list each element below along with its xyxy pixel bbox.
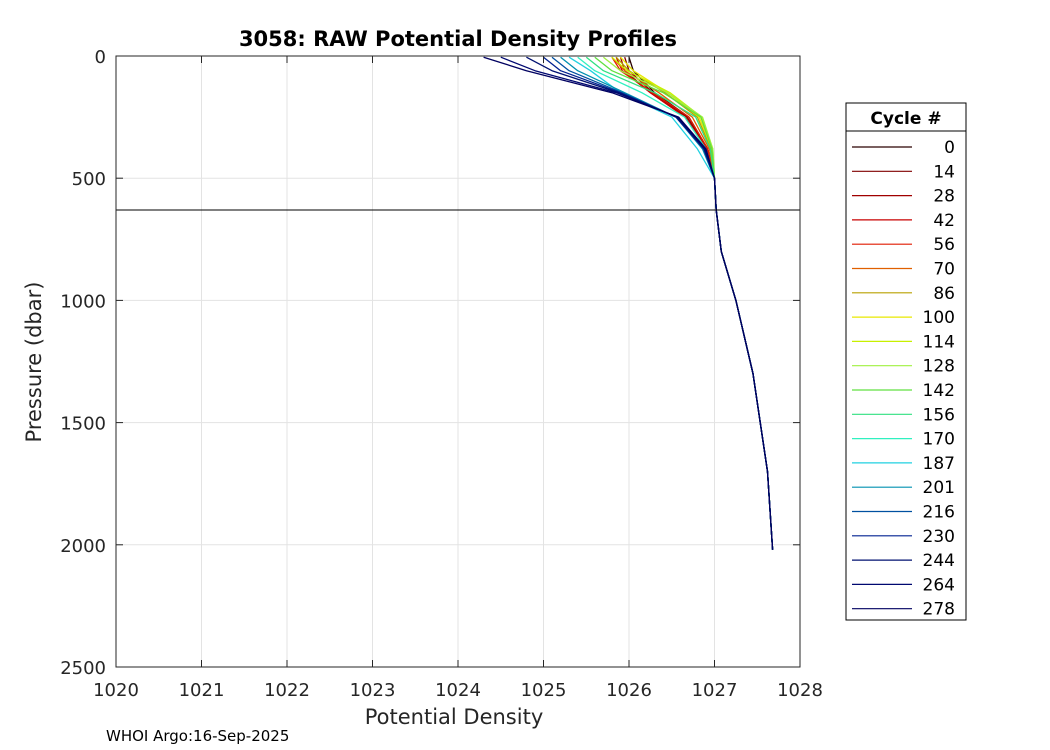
legend-label: 0: [944, 138, 955, 158]
x-tick-label: 1020: [93, 680, 139, 701]
x-tick-label: 1025: [521, 680, 567, 701]
legend: Cycle # 0 14 28 42 56 70 86 100 114 128 142 156 170 1…: [845, 102, 967, 621]
grid-lines: [115, 55, 801, 668]
y-tick-label: 0: [95, 47, 106, 68]
profile-line-cycle-278: [483, 56, 774, 550]
y-tick-label: 2000: [60, 536, 106, 557]
legend-label: 264: [923, 575, 955, 595]
legend-label: 14: [933, 162, 955, 182]
legend-label: 244: [923, 551, 955, 571]
chart-title: 3058: RAW Potential Density Profiles: [239, 27, 677, 51]
y-tick-label: 1000: [60, 291, 106, 312]
y-tick-labels: 0 500 1000 1500 2000 2500: [60, 47, 106, 679]
x-tick-label: 1028: [777, 680, 823, 701]
legend-label: 28: [933, 187, 955, 207]
legend-label: 42: [933, 211, 955, 231]
x-tick-label: 1026: [606, 680, 652, 701]
y-tick-label: 500: [72, 169, 106, 190]
legend-label: 128: [923, 357, 955, 377]
footer-credit: WHOI Argo:16-Sep-2025: [106, 727, 289, 745]
x-tick-label: 1023: [350, 680, 396, 701]
legend-label: 114: [923, 332, 955, 352]
legend-label: 230: [923, 527, 955, 547]
legend-label: 142: [923, 381, 955, 401]
legend-title: Cycle #: [870, 109, 941, 129]
legend-label: 56: [933, 235, 955, 255]
legend-label: 187: [923, 454, 955, 474]
legend-label: 278: [923, 600, 955, 620]
y-axis-title: Pressure (dbar): [22, 282, 46, 443]
x-tick-label: 1021: [179, 680, 225, 701]
x-tick-label: 1022: [264, 680, 310, 701]
legend-label: 86: [933, 284, 955, 304]
x-axis-title: Potential Density: [365, 705, 544, 729]
legend-entries: 0 14 28 42 56 70 86 100 114 128 142 156 170 187 201 216…: [852, 138, 955, 620]
profile-lines: [483, 56, 774, 550]
legend-label: 100: [923, 308, 955, 328]
legend-label: 216: [923, 503, 955, 523]
y-tick-label: 2500: [60, 658, 106, 679]
y-tick-label: 1500: [60, 414, 106, 435]
axis-ticks: [115, 55, 801, 668]
x-tick-label: 1027: [692, 680, 738, 701]
x-tick-labels: 1020 1021 1022 1023 1024 1025 1026 1027 1028: [93, 680, 823, 701]
legend-label: 70: [933, 260, 955, 280]
x-tick-label: 1024: [435, 680, 481, 701]
legend-label: 156: [923, 405, 955, 425]
legend-label: 201: [923, 478, 955, 498]
legend-box: [845, 102, 967, 621]
legend-label: 170: [923, 430, 955, 450]
